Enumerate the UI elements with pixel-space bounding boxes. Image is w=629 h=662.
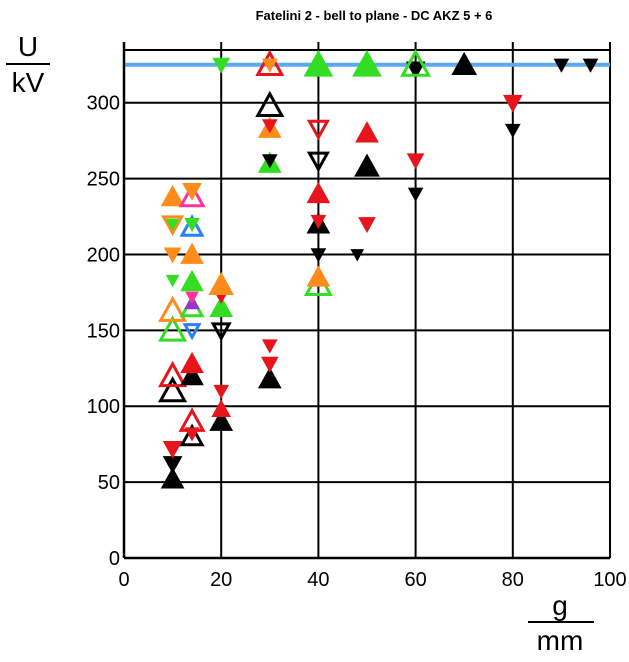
marker-down-red-36	[260, 356, 279, 373]
marker-up-red-16	[180, 351, 204, 374]
x-tick-label-100: 100	[593, 569, 626, 591]
grid-lines	[123, 42, 611, 559]
marker-down-black-39	[261, 154, 278, 169]
marker-up-red-50	[306, 181, 331, 204]
marker-up-orange-22	[180, 242, 204, 264]
x-axis-label-numerator: g	[552, 590, 568, 621]
marker-up-green-53	[303, 49, 334, 77]
marker-up-blue-23	[179, 214, 205, 237]
marker-down-pink-20	[185, 291, 199, 304]
marker-up-black-42	[255, 90, 285, 117]
marker-down-black-59	[407, 187, 424, 202]
marker-down-red-49	[310, 214, 327, 230]
x-axis-label-denominator: mm	[537, 625, 584, 656]
y-tick-label-200: 200	[87, 244, 120, 266]
x-tick-label-80: 80	[502, 569, 524, 591]
y-tick-label-250: 250	[87, 169, 120, 191]
marker-up-black-12	[179, 423, 205, 447]
marker-down-green-10	[165, 218, 180, 232]
marker-down-red-37	[261, 339, 278, 354]
marker-up-green-21	[180, 269, 204, 292]
tick-labels: 0 20 40 60 80 100 0 50 100 150 200 250 300	[87, 93, 627, 591]
marker-down-orange-8	[163, 247, 182, 264]
plot-frame	[122, 42, 610, 560]
y-tick-label-50: 50	[98, 472, 120, 494]
data-markers	[158, 48, 599, 489]
marker-down-red-55	[358, 217, 376, 234]
marker-down-black-61	[405, 61, 426, 80]
marker-down-black-1	[162, 456, 183, 474]
marker-up-orange-11	[160, 184, 185, 207]
marker-down-green-7	[165, 274, 180, 288]
marker-up-black-0	[160, 467, 185, 489]
marker-up-orange-33	[208, 271, 235, 296]
marker-down-red-65	[502, 94, 523, 113]
marker-down-red-52	[306, 119, 330, 141]
marker-down-black-64	[504, 123, 521, 138]
marker-up-red-57	[355, 121, 379, 143]
marker-up-black-63	[451, 51, 478, 75]
x-tick-label-20: 20	[210, 569, 232, 591]
marker-up-green-62	[400, 48, 432, 77]
y-tick-label-300: 300	[87, 93, 120, 115]
marker-down-black-51	[306, 151, 330, 173]
marker-down-green-24	[184, 217, 200, 233]
marker-up-green-5	[158, 315, 188, 342]
y-tick-label-0: 0	[109, 548, 120, 570]
marker-down-orange-9	[161, 215, 185, 237]
x-tick-label-0: 0	[118, 569, 129, 591]
marker-up-orange-6	[158, 295, 188, 322]
y-axis-label-numerator: U	[18, 31, 38, 62]
y-axis-label-denominator: kV	[12, 67, 45, 98]
marker-up-orange-46	[306, 265, 331, 287]
marker-down-orange-26	[182, 182, 202, 201]
marker-down-black-30	[210, 322, 232, 342]
marker-up-pink-25	[178, 182, 206, 208]
marker-up-red-43	[255, 49, 285, 76]
marker-down-red-2	[162, 440, 183, 459]
marker-up-red-4	[158, 360, 188, 388]
marker-down-orange-44	[261, 58, 278, 73]
marker-up-red-28	[211, 399, 232, 418]
marker-up-black-56	[354, 153, 380, 177]
marker-down-green-34	[212, 57, 231, 74]
marker-down-blue-17	[182, 323, 202, 341]
marker-up-black-3	[158, 376, 188, 403]
marker-up-red-14	[178, 407, 206, 432]
marker-down-red-29	[213, 384, 230, 400]
marker-down-black-66	[553, 58, 570, 73]
marker-up-green-58	[352, 49, 382, 77]
marker-up-green-31	[209, 295, 234, 317]
marker-up-black-15	[180, 363, 204, 386]
marker-up-black-27	[209, 409, 234, 431]
chart-title: Fatelini 2 - bell to plane - DC AKZ 5 + …	[256, 8, 493, 23]
y-tick-label-100: 100	[87, 396, 120, 418]
x-tick-label-60: 60	[404, 569, 426, 591]
marker-down-red-60	[406, 153, 425, 170]
marker-down-red-41	[261, 119, 278, 134]
marker-down-black-54	[350, 249, 365, 262]
y-tick-label-150: 150	[87, 320, 120, 342]
x-tick-label-40: 40	[307, 569, 329, 591]
marker-down-black-47	[310, 248, 327, 263]
marker-down-black-67	[582, 58, 599, 73]
marker-up-black-35	[257, 366, 282, 389]
